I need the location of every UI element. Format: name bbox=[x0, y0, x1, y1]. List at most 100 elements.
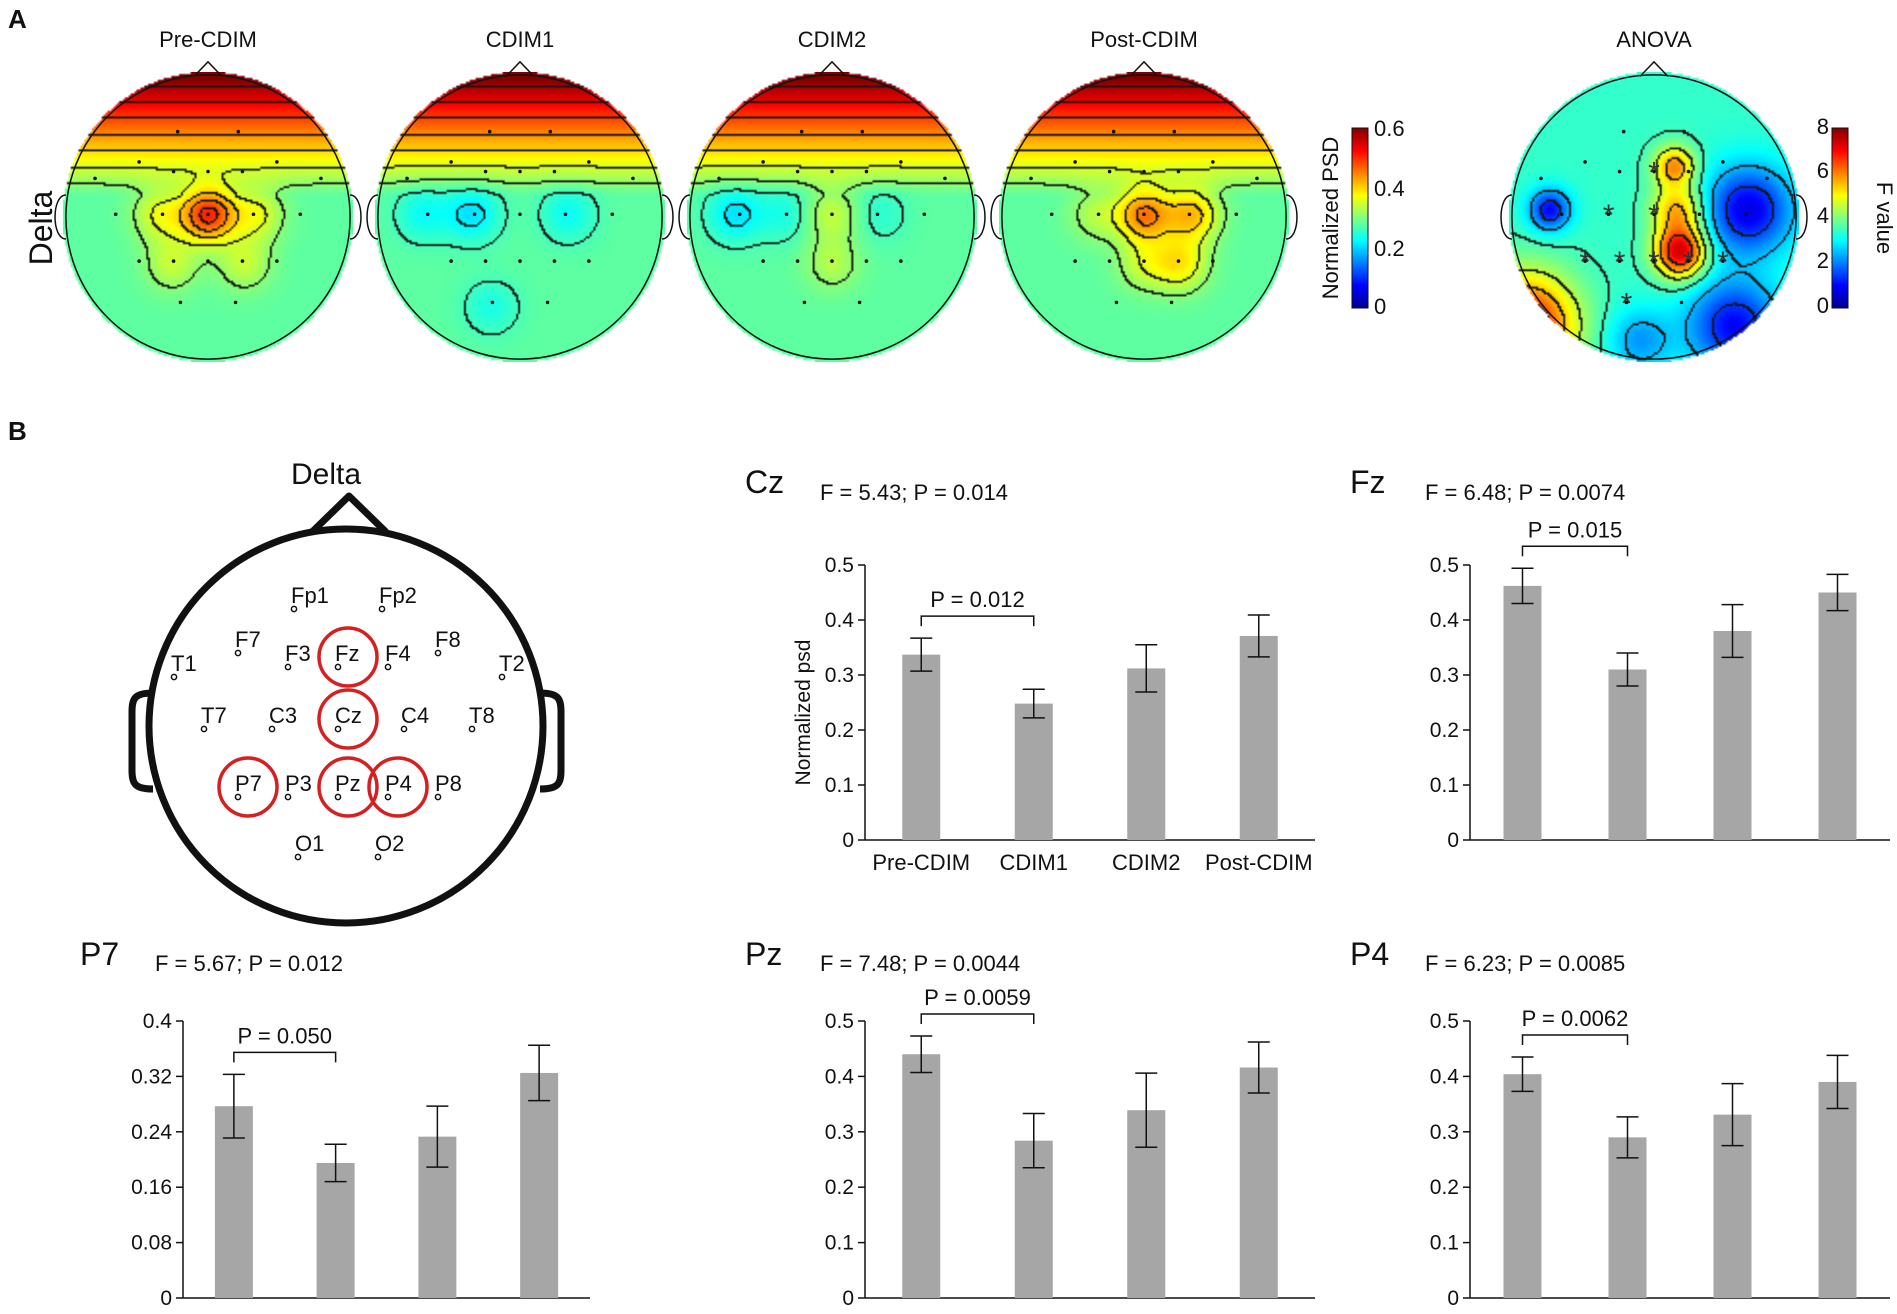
comparison-p-label: P = 0.050 bbox=[238, 1023, 332, 1048]
panel-b-label: B bbox=[8, 416, 27, 446]
y-tick-label: 0 bbox=[160, 1287, 172, 1310]
error-bar bbox=[1022, 688, 1045, 719]
chart-electrode-title: P7 bbox=[80, 936, 119, 972]
topomap-image-anova bbox=[1509, 72, 1799, 362]
topomap-electrode-dot bbox=[552, 169, 557, 174]
topomap-title-post-cdim: Post-CDIM bbox=[1090, 27, 1198, 52]
electrode-label: Fp1 bbox=[291, 583, 329, 608]
electrode-f4: F4 bbox=[384, 641, 411, 671]
topomap-head-circle bbox=[689, 74, 975, 360]
electrode-o2: O2 bbox=[374, 831, 404, 861]
topomap-head-circle bbox=[1001, 74, 1287, 360]
topomap-electrode-dot bbox=[1721, 259, 1725, 263]
electrode-marker bbox=[290, 605, 298, 613]
x-tick-label: CDIM2 bbox=[1112, 850, 1180, 875]
electrode-p8: P8 bbox=[434, 771, 462, 801]
topomap-electrode-dot bbox=[483, 259, 488, 263]
topomap-electrode-dot bbox=[922, 212, 927, 217]
electrode-label: F8 bbox=[435, 627, 461, 652]
chart-electrode-title: Pz bbox=[745, 936, 782, 972]
bar-charts: Cz F = 5.43; P = 0.014 0 0.1 0.2 0.3 0.4 0.5 Nor… bbox=[80, 464, 1890, 1310]
topomap-left-ear bbox=[678, 194, 691, 240]
topomap-electrode-dot bbox=[1114, 300, 1119, 305]
head-circle bbox=[145, 525, 547, 927]
bar-post-cdim bbox=[1818, 1081, 1857, 1298]
topomap-electrode-dot bbox=[1107, 169, 1112, 174]
electrode-highlight-ring bbox=[367, 756, 429, 818]
topomap-cdim2: CDIM2 bbox=[678, 27, 986, 362]
topomap-electrode-dot bbox=[1111, 129, 1116, 134]
bar-pre-cdim bbox=[902, 654, 941, 840]
topomap-electrode-dot bbox=[1096, 212, 1101, 217]
electrode-highlight-ring bbox=[317, 688, 379, 750]
topomap-electrode-dot bbox=[206, 169, 210, 174]
topomap-left-ear bbox=[1500, 194, 1513, 240]
y-tick-label: 0.1 bbox=[825, 1232, 854, 1255]
error-bar bbox=[1826, 573, 1849, 612]
topomap-post-cdim: Post-CDIM bbox=[990, 27, 1298, 362]
right-ear bbox=[539, 689, 565, 793]
bar-pre-cdim bbox=[902, 1054, 941, 1298]
topomap-anova: ANOVA * * * * * * * * * bbox=[1500, 27, 1808, 362]
topomap-electrode-dot bbox=[319, 176, 323, 181]
comparison-p-label: P = 0.012 bbox=[930, 587, 1024, 612]
electrode-cz: Cz bbox=[317, 688, 379, 750]
electrode-label: T2 bbox=[499, 651, 525, 676]
colorbar-fvalue-tick: 4 bbox=[1817, 203, 1829, 228]
electrode-f7: F7 bbox=[234, 627, 261, 657]
electrode-marker bbox=[400, 725, 408, 733]
comparison-bracket: P = 0.015 bbox=[1521, 517, 1629, 557]
y-tick-label: 0.2 bbox=[1430, 719, 1459, 742]
error-bar bbox=[1721, 603, 1744, 659]
topomap-electrode-dot bbox=[1142, 259, 1146, 263]
topomap-electrode-dot bbox=[830, 259, 834, 263]
colorbar-psd-gradient bbox=[1351, 127, 1369, 309]
error-bar bbox=[910, 637, 933, 672]
colorbar-fvalue-tick: 8 bbox=[1817, 114, 1829, 139]
topomap-electrode-dot bbox=[737, 212, 742, 217]
topomap-electrode-dot bbox=[587, 160, 591, 164]
topomap-electrode-dot bbox=[864, 259, 869, 263]
topomap-electrode-dot bbox=[1559, 212, 1564, 217]
topomap-electrode-dot bbox=[1652, 212, 1656, 217]
electrode-label: Fz bbox=[335, 641, 359, 666]
topomap-electrode-dot bbox=[1652, 169, 1656, 174]
montage-title: Delta bbox=[291, 458, 361, 491]
topomap-nose bbox=[1639, 60, 1669, 77]
electrode-marker bbox=[268, 725, 276, 733]
electrode-t8: T8 bbox=[468, 703, 495, 733]
topomap-electrode-dot bbox=[518, 259, 522, 263]
error-bar bbox=[324, 1143, 347, 1183]
topomap-electrode-dot bbox=[449, 160, 453, 164]
topomap-electrode-dot bbox=[1617, 259, 1622, 263]
y-tick-label: 0.4 bbox=[825, 609, 855, 632]
topomap-head-circle bbox=[377, 74, 663, 360]
comparison-p-label: P = 0.015 bbox=[1528, 517, 1622, 542]
electrode-fz: Fz bbox=[317, 626, 379, 688]
electrode-label: P4 bbox=[385, 771, 412, 796]
electrode-marker bbox=[234, 649, 242, 657]
electrode-marker bbox=[468, 725, 476, 733]
topomap-right-ear bbox=[973, 194, 986, 240]
topomap-electrode-dot bbox=[1765, 176, 1769, 181]
topomap-electrode-dot bbox=[1686, 169, 1691, 174]
electrode-label: C3 bbox=[269, 703, 297, 728]
band-label: Delta bbox=[23, 190, 59, 265]
topomap-electrode-dot bbox=[552, 259, 557, 263]
x-tick-label: Post-CDIM bbox=[1205, 850, 1313, 875]
electrode-marker bbox=[200, 725, 208, 733]
electrode-marker bbox=[284, 793, 292, 801]
topomap-electrode-dot bbox=[1073, 160, 1077, 164]
bar-chart-cz: Cz F = 5.43; P = 0.014 0 0.1 0.2 0.3 0.4 0.5 Nor… bbox=[745, 464, 1315, 875]
error-bar bbox=[1247, 1041, 1270, 1094]
electrode-marker bbox=[384, 793, 392, 801]
topomap-electrode-dot bbox=[943, 176, 947, 181]
topomap-electrode-dot bbox=[1606, 212, 1611, 217]
topomap-electrode-dot bbox=[178, 300, 183, 305]
topomap-electrode-dot bbox=[1682, 129, 1687, 134]
electrode-marker bbox=[334, 663, 342, 671]
electrode-highlight-ring bbox=[317, 626, 379, 688]
error-bar bbox=[1721, 1082, 1744, 1147]
y-tick-label: 0.32 bbox=[131, 1065, 172, 1088]
y-tick-label: 0.5 bbox=[1430, 554, 1459, 577]
